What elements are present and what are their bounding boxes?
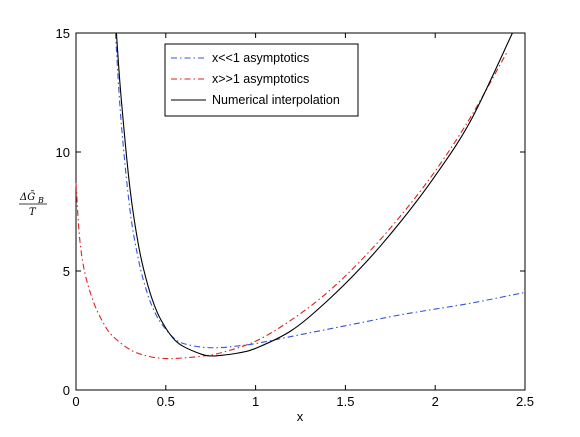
y-axis-label: ΔḠ B T — [19, 191, 47, 218]
legend-entry-x-large: x>>1 asymptotics — [212, 72, 309, 86]
series-line-x-large-asymptotics — [75, 51, 508, 360]
series-layer — [75, 32, 526, 360]
x-tick-label: 1 — [252, 394, 259, 409]
legend-entry-x-small: x<<1 asymptotics — [212, 51, 309, 65]
y-axis-label-subscript: B — [37, 196, 44, 205]
series-line-numerical-interpolation — [115, 32, 513, 357]
y-tick-label: 5 — [63, 264, 70, 279]
x-tick-label: 0 — [72, 394, 79, 409]
legend-entry-numerical: Numerical interpolation — [212, 93, 340, 107]
legend: x<<1 asymptotics x>>1 asymptotics Numeri… — [164, 43, 359, 117]
y-tick-label: 15 — [56, 26, 70, 41]
axes-box — [75, 32, 526, 391]
y-tick-label: 0 — [63, 383, 70, 398]
ticks-layer: 0 0.5 1 1.5 2 2.5 0 5 10 15 — [56, 26, 535, 409]
x-axis-label: x — [297, 409, 304, 424]
plot-area: 0 0.5 1 1.5 2 2.5 0 5 10 15 — [56, 26, 535, 409]
x-tick-label: 2.5 — [516, 394, 534, 409]
x-tick-label: 0.5 — [157, 394, 175, 409]
legend-box — [164, 43, 359, 117]
x-tick-label: 2 — [432, 394, 439, 409]
series-line-x-small-asymptotics — [114, 32, 526, 349]
y-axis-label-denominator: T — [29, 207, 37, 218]
y-axis-label-numerator: ΔḠ — [19, 191, 35, 203]
y-tick-label: 10 — [56, 145, 70, 160]
x-tick-label: 1.5 — [336, 394, 354, 409]
